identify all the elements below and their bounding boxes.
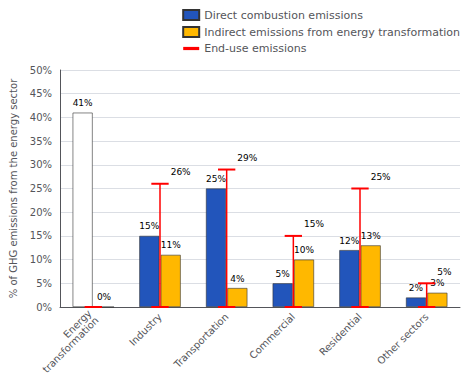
- svg-text:Other sectors: Other sectors: [375, 311, 431, 367]
- svg-text:50%: 50%: [30, 65, 52, 76]
- svg-text:15%: 15%: [30, 230, 52, 241]
- svg-text:0%: 0%: [97, 292, 112, 302]
- svg-text:10%: 10%: [294, 245, 314, 255]
- svg-text:45%: 45%: [30, 88, 52, 99]
- svg-text:15%: 15%: [139, 221, 159, 231]
- svg-text:25%: 25%: [30, 183, 52, 194]
- svg-text:26%: 26%: [171, 167, 191, 177]
- svg-text:transformation: transformation: [41, 315, 101, 375]
- svg-text:Indirect emissions from energy: Indirect emissions from energy transform…: [204, 26, 460, 39]
- svg-text:12%: 12%: [339, 236, 359, 246]
- svg-text:15%: 15%: [304, 219, 324, 229]
- svg-text:5%: 5%: [275, 269, 290, 279]
- svg-text:35%: 35%: [30, 136, 52, 147]
- svg-text:20%: 20%: [30, 207, 52, 218]
- svg-text:Direct combustion emissions: Direct combustion emissions: [204, 9, 363, 22]
- svg-text:30%: 30%: [30, 159, 52, 170]
- svg-text:Energy: Energy: [61, 307, 94, 341]
- svg-text:% of GHG emissions from the en: % of GHG emissions from the energy secto…: [8, 78, 19, 298]
- svg-text:29%: 29%: [237, 153, 257, 163]
- svg-text:Transportation: Transportation: [171, 311, 230, 370]
- svg-text:3%: 3%: [430, 278, 445, 289]
- svg-text:Commercial: Commercial: [247, 311, 297, 361]
- svg-text:0%: 0%: [36, 302, 52, 313]
- svg-text:10%: 10%: [30, 254, 52, 265]
- svg-text:25%: 25%: [371, 172, 391, 182]
- svg-text:13%: 13%: [361, 231, 381, 241]
- svg-text:25%: 25%: [206, 174, 226, 184]
- svg-text:5%: 5%: [36, 278, 52, 289]
- svg-text:11%: 11%: [161, 240, 181, 250]
- svg-text:End-use emissions: End-use emissions: [204, 42, 307, 55]
- svg-text:41%: 41%: [73, 98, 93, 108]
- svg-text:40%: 40%: [30, 112, 52, 123]
- svg-text:4%: 4%: [230, 274, 245, 284]
- svg-text:Industry: Industry: [127, 311, 164, 348]
- svg-text:2%: 2%: [409, 283, 424, 293]
- svg-text:Residential: Residential: [317, 311, 364, 358]
- svg-text:5%: 5%: [437, 267, 452, 277]
